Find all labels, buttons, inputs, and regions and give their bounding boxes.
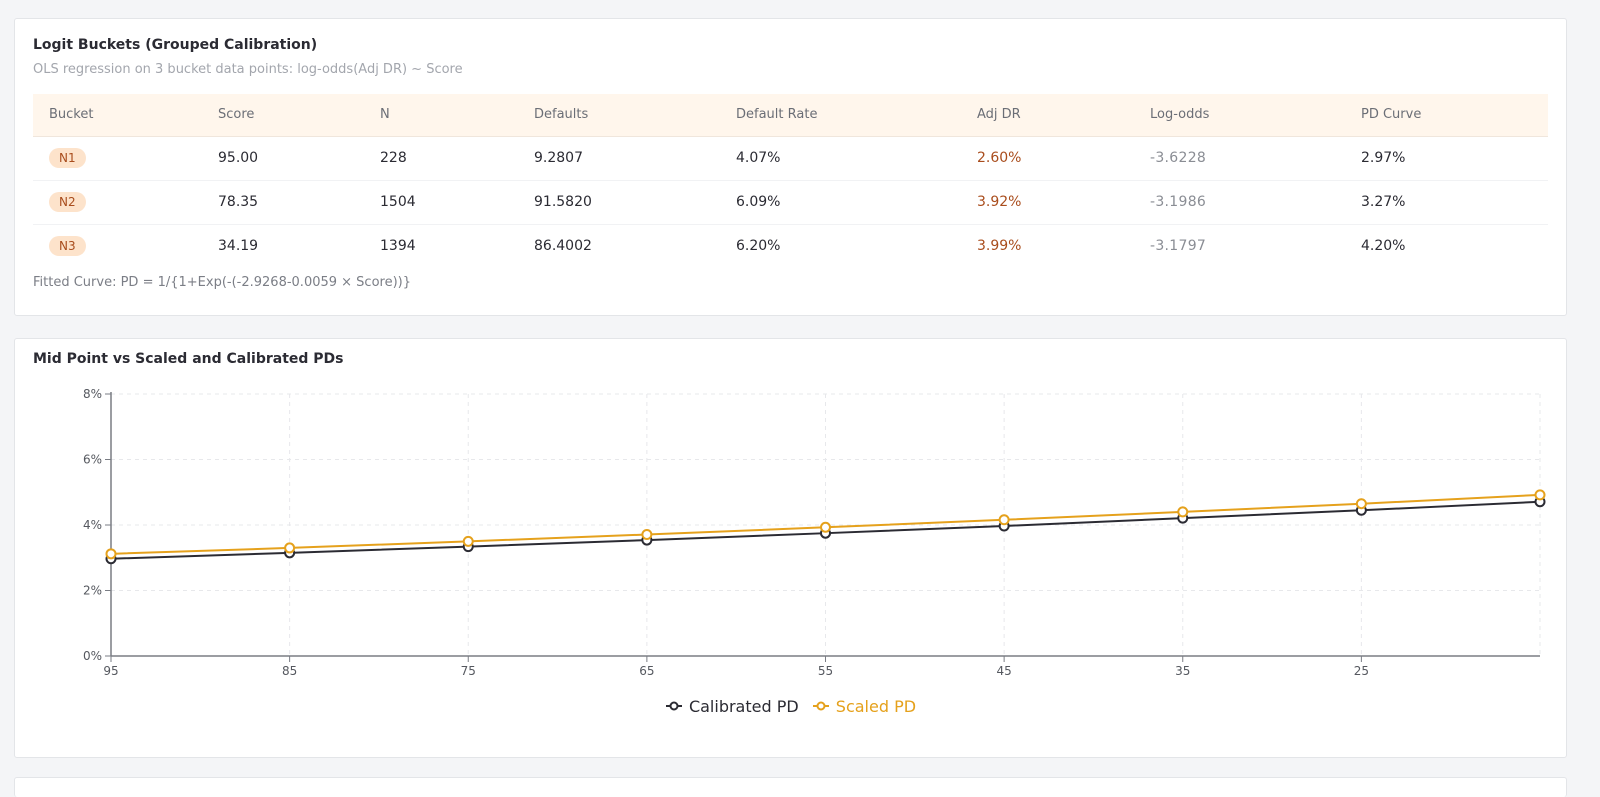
column-header-defaults: Defaults bbox=[534, 107, 589, 122]
legend-item-calibrated-pd[interactable]: Calibrated PD bbox=[665, 697, 799, 716]
log-odds-cell: -3.1797 bbox=[1150, 238, 1207, 254]
log-odds-cell: -3.1986 bbox=[1150, 194, 1207, 210]
data-point-scaled-pd bbox=[1534, 489, 1546, 501]
data-point-scaled-pd bbox=[998, 514, 1010, 526]
pd-curve-cell: 2.97% bbox=[1361, 150, 1406, 166]
y-tick-label: 6% bbox=[83, 453, 102, 467]
defaults-cell: 91.5820 bbox=[534, 194, 592, 210]
x-tick-label: 25 bbox=[1354, 664, 1369, 678]
bucket-badge: N1 bbox=[49, 148, 86, 168]
buckets-table: Bucket Score N Defaults Default Rate Adj… bbox=[33, 94, 1548, 268]
x-tick-label: 95 bbox=[103, 664, 118, 678]
x-tick-label: 85 bbox=[282, 664, 297, 678]
n-cell: 228 bbox=[380, 150, 407, 166]
adj-dr-cell: 2.60% bbox=[977, 150, 1022, 166]
pd-chart-card: Mid Point vs Scaled and Calibrated PDs 0… bbox=[14, 338, 1567, 758]
score-cell: 78.35 bbox=[218, 194, 259, 210]
data-point-scaled-pd bbox=[641, 528, 653, 540]
data-point-scaled-pd bbox=[105, 548, 117, 560]
default-rate-cell: 6.09% bbox=[736, 194, 781, 210]
adj-dr-cell: 3.99% bbox=[977, 238, 1022, 254]
x-tick-label: 55 bbox=[818, 664, 833, 678]
y-tick-label: 8% bbox=[83, 387, 102, 401]
column-header-score: Score bbox=[218, 107, 255, 122]
y-tick-label: 2% bbox=[83, 584, 102, 598]
legend-marker-circle bbox=[816, 701, 826, 711]
legend-line-marker-icon bbox=[665, 701, 682, 711]
table-header: Bucket Score N Defaults Default Rate Adj… bbox=[33, 94, 1548, 137]
data-point-scaled-pd bbox=[820, 521, 831, 533]
pd-curve-cell: 4.20% bbox=[1361, 238, 1406, 254]
column-header-log-odds: Log-odds bbox=[1150, 107, 1210, 122]
column-header-default-rate: Default Rate bbox=[736, 107, 818, 122]
legend-label: Scaled PD bbox=[835, 696, 917, 716]
column-header-pd-curve: PD Curve bbox=[1361, 107, 1422, 122]
data-point-scaled-pd bbox=[462, 535, 474, 547]
x-tick-label: 45 bbox=[996, 664, 1011, 678]
n-cell: 1504 bbox=[380, 194, 416, 210]
card-title: Logit Buckets (Grouped Calibration) bbox=[33, 37, 318, 53]
legend-item-scaled-pd[interactable]: Scaled PD bbox=[812, 697, 916, 716]
table-row: N3 34.19 1394 86.4002 6.20% 3.99% -3.179… bbox=[33, 225, 1548, 268]
default-rate-cell: 4.07% bbox=[736, 150, 781, 166]
pd-line-chart: 0% 2% 4% 6% 8% 95 85 75 65 55 45 35 25 bbox=[83, 387, 1546, 678]
data-point-scaled-pd bbox=[284, 542, 296, 554]
chart-title: Mid Point vs Scaled and Calibrated PDs bbox=[33, 351, 344, 367]
y-tick-label: 4% bbox=[83, 518, 102, 532]
logit-buckets-card: Logit Buckets (Grouped Calibration) OLS … bbox=[14, 18, 1567, 316]
next-card bbox=[14, 777, 1567, 797]
legend-marker-circle bbox=[669, 701, 679, 711]
n-cell: 1394 bbox=[380, 238, 416, 254]
x-tick-label: 65 bbox=[639, 664, 654, 678]
defaults-cell: 86.4002 bbox=[534, 238, 592, 254]
column-header-n: N bbox=[380, 107, 390, 122]
pd-curve-cell: 3.27% bbox=[1361, 194, 1406, 210]
column-header-adj-dr: Adj DR bbox=[977, 107, 1021, 122]
legend-label: Calibrated PD bbox=[688, 696, 799, 716]
score-cell: 95.00 bbox=[218, 150, 259, 166]
x-tick-label: 75 bbox=[461, 664, 476, 678]
score-cell: 34.19 bbox=[218, 238, 259, 254]
fitted-curve-formula: Fitted Curve: PD = 1/{1+Exp(-(-2.9268-0.… bbox=[33, 275, 412, 290]
legend-line-marker-icon bbox=[812, 701, 829, 711]
bucket-badge: N2 bbox=[49, 192, 86, 212]
y-tick-label: 0% bbox=[83, 649, 102, 663]
table-row: N2 78.35 1504 91.5820 6.09% 3.92% -3.198… bbox=[33, 181, 1548, 225]
table-row: N1 95.00 228 9.2807 4.07% 2.60% -3.6228 … bbox=[33, 137, 1548, 181]
data-point-scaled-pd bbox=[1355, 498, 1367, 510]
default-rate-cell: 6.20% bbox=[736, 238, 781, 254]
log-odds-cell: -3.6228 bbox=[1150, 150, 1207, 166]
defaults-cell: 9.2807 bbox=[534, 150, 583, 166]
bucket-badge: N3 bbox=[49, 236, 86, 256]
chart-legend: Calibrated PD Scaled PD bbox=[15, 696, 1566, 716]
data-point-scaled-pd bbox=[1177, 506, 1189, 518]
column-header-bucket: Bucket bbox=[49, 107, 94, 122]
x-tick-label: 35 bbox=[1175, 664, 1190, 678]
card-subtitle: OLS regression on 3 bucket data points: … bbox=[33, 62, 463, 77]
adj-dr-cell: 3.92% bbox=[977, 194, 1022, 210]
